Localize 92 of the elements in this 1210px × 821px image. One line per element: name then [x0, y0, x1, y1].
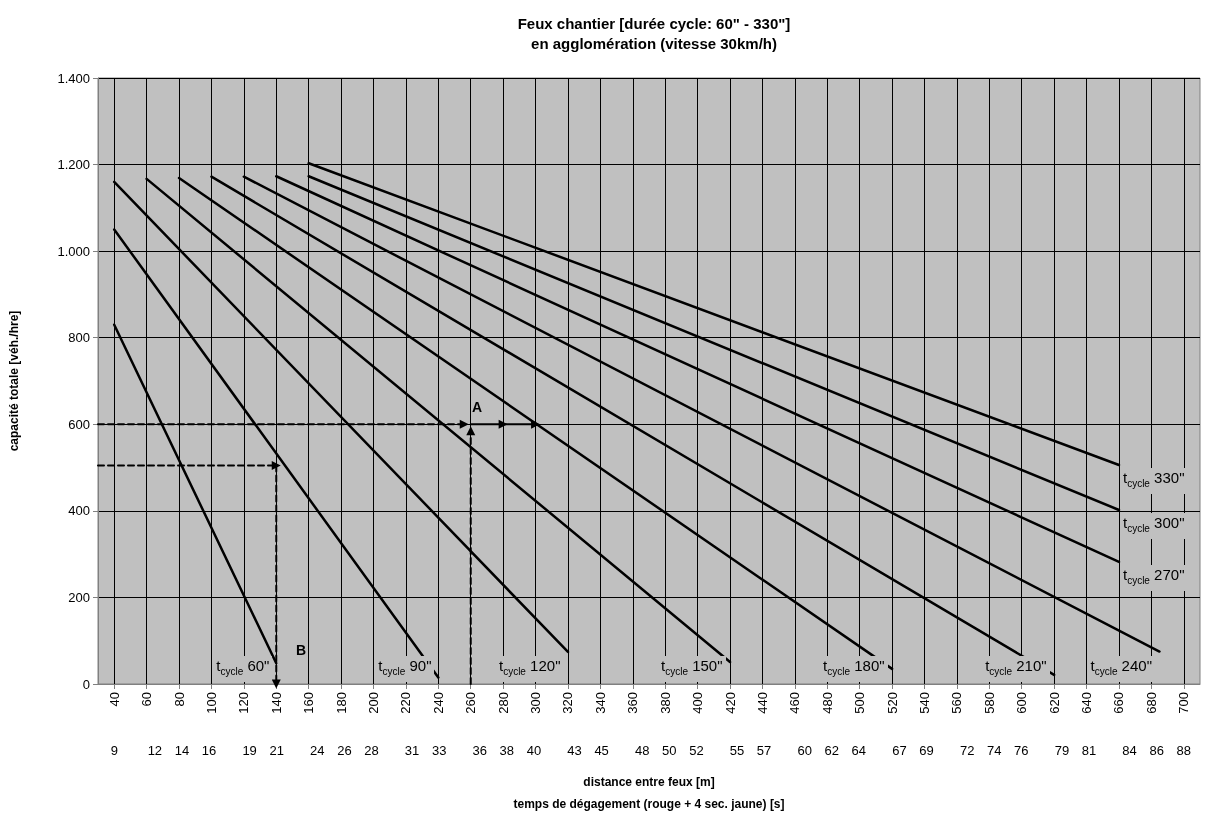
- x2-tick-label: 38: [499, 743, 515, 758]
- chart-title: Feux chantier [durée cycle: 60" - 330"] en agglomération (vitesse 30km/h): [517, 14, 791, 52]
- x2-tick-label: 45: [594, 743, 609, 758]
- x2-tick-label: 33: [431, 743, 447, 758]
- x2-tick-label: 14: [174, 743, 190, 758]
- x-tick-label: 120: [236, 692, 252, 714]
- x2-tick-label: 69: [919, 743, 934, 758]
- series-label: t$_{cycle}$ 60": [213, 656, 273, 682]
- x-tick-label: 140: [268, 692, 284, 714]
- x-tick-label: 240: [430, 692, 446, 714]
- y-tick-label: 400: [68, 503, 90, 519]
- series-label: t$_{cycle}$ 90": [375, 656, 435, 682]
- x2-tick-label: 26: [337, 743, 352, 758]
- x-tick-label: 260: [463, 692, 479, 714]
- x-tick-label: 160: [301, 692, 317, 714]
- x2-tick-label: 67: [892, 743, 907, 758]
- x2-tick-label: 31: [404, 743, 420, 758]
- x-tick-label: 280: [495, 692, 511, 714]
- series-label: t$_{cycle}$ 270": [1119, 564, 1188, 591]
- x-tick-label: 660: [1111, 692, 1127, 714]
- x2-tick-label: 43: [567, 743, 582, 758]
- x-tick-label: 540: [917, 692, 932, 714]
- x2-tick-label: 28: [364, 743, 379, 758]
- y-tick-label: 1.200: [57, 157, 90, 173]
- x2-tick-label: 55: [729, 743, 745, 758]
- x2-tick-label: 52: [689, 743, 704, 758]
- x-tick-label: 200: [366, 692, 381, 714]
- x-tick-label: 440: [754, 692, 770, 714]
- x-tick-label: 380: [657, 692, 673, 714]
- x-tick-label: 580: [981, 692, 997, 714]
- y-tick-label: 600: [68, 416, 90, 432]
- x-tick-label: 600: [1014, 692, 1030, 714]
- series-label: t$_{cycle}$ 180": [820, 656, 888, 682]
- x-tick-label: 340: [592, 692, 608, 714]
- x-axis-title: distance entre feux [m]: [583, 775, 715, 789]
- series-label: t$_{cycle}$ 240": [1087, 656, 1155, 682]
- x-tick-label: 520: [884, 692, 900, 714]
- x-tick-label: 620: [1046, 692, 1062, 714]
- x2-tick-label: 79: [1054, 743, 1070, 758]
- series-label: t$_{cycle}$ 330": [1119, 467, 1188, 494]
- x-tick-label: 480: [819, 692, 835, 714]
- annotation: A: [471, 399, 483, 415]
- x2-tick-label: 86: [1149, 743, 1164, 758]
- x2-tick-label: 16: [201, 743, 217, 758]
- x2-tick-label: 64: [851, 743, 867, 758]
- y-tick-label: 0: [82, 676, 90, 692]
- x2-axis-title: temps de dégagement (rouge + 4 sec. jaune) [s]: [513, 797, 785, 811]
- x2-tick-label: 9: [110, 743, 118, 758]
- x2-tick-label: 81: [1081, 743, 1097, 758]
- x2-tick-label: 76: [1014, 743, 1029, 758]
- x2-tick-label: 84: [1122, 743, 1137, 758]
- x-tick-label: 500: [852, 692, 868, 714]
- x-tick-label: 360: [625, 692, 641, 714]
- x2-tick-label: 19: [242, 743, 257, 758]
- x2-tick-label: 24: [310, 743, 325, 758]
- series-label: t$_{cycle}$ 300": [1119, 512, 1188, 539]
- x2-tick-label: 36: [472, 743, 488, 758]
- x-tick-label: 300: [528, 692, 544, 714]
- y-tick-label: 200: [68, 589, 90, 605]
- x2-tick-label: 50: [662, 743, 677, 758]
- x-tick-label: 560: [949, 692, 965, 714]
- series-label: t$_{cycle}$ 210": [982, 656, 1050, 682]
- x-tick-label: 420: [722, 692, 738, 714]
- y-tick-label: 1.400: [57, 70, 90, 86]
- x-tick-label: 40: [106, 692, 122, 707]
- x2-tick-label: 48: [635, 743, 650, 758]
- x2-tick-label: 62: [824, 743, 839, 758]
- annotation: B: [295, 642, 307, 658]
- x-tick-label: 80: [171, 692, 187, 707]
- x2-tick-label: 21: [269, 743, 284, 758]
- x2-tick-label: 60: [797, 743, 812, 758]
- x2-tick-label: 74: [986, 743, 1002, 758]
- x2-tick-label: 12: [147, 743, 163, 758]
- x2-tick-label: 72: [959, 743, 975, 758]
- x-tick-label: 460: [787, 692, 803, 714]
- series-label: t$_{cycle}$ 120": [495, 656, 564, 682]
- x-tick-label: 60: [139, 692, 155, 707]
- x-tick-label: 100: [203, 692, 219, 714]
- x2-tick-label: 88: [1176, 743, 1191, 758]
- series-label: t$_{cycle}$ 150": [658, 656, 726, 682]
- y-tick-label: 1.000: [57, 243, 90, 259]
- y-tick-label: 800: [68, 330, 90, 346]
- x-tick-label: 680: [1143, 692, 1159, 714]
- x-tick-label: 180: [333, 692, 349, 714]
- y-axis-title: capacité totale [véh./hre]: [7, 310, 21, 452]
- x2-tick-label: 57: [756, 743, 772, 758]
- x2-tick-label: 40: [526, 743, 542, 758]
- x-tick-label: 640: [1079, 692, 1095, 714]
- x-tick-label: 220: [398, 692, 414, 714]
- x-tick-label: 400: [690, 692, 706, 714]
- x-tick-label: 700: [1176, 692, 1192, 714]
- x-tick-label: 320: [560, 692, 576, 714]
